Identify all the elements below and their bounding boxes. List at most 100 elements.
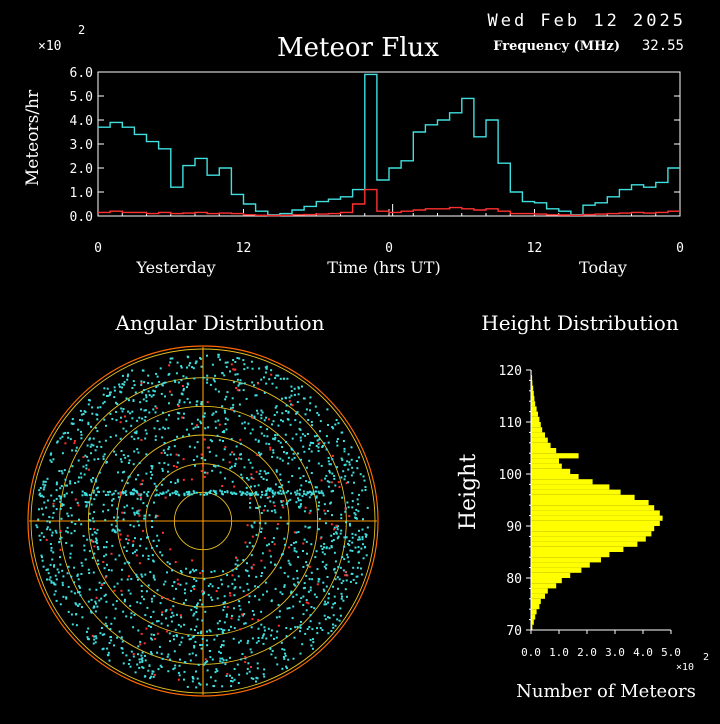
meteor-point (230, 617, 233, 620)
meteor-point (156, 420, 159, 422)
meteor-point (73, 592, 76, 595)
meteor-point (261, 572, 263, 574)
meteor-point (165, 491, 168, 494)
meteor-point (316, 412, 319, 414)
meteor-point (210, 596, 213, 599)
meteor-point (76, 573, 79, 576)
meteor-point (247, 639, 250, 642)
meteor-point (91, 634, 94, 637)
meteor-point (88, 588, 91, 591)
meteor-point (178, 399, 181, 402)
meteor-point (122, 383, 125, 386)
meteor-point (238, 389, 241, 392)
meteor-point (285, 627, 288, 629)
meteor-point (316, 568, 319, 571)
meteor-point (292, 452, 295, 455)
meteor-point (173, 667, 176, 670)
meteor-point (77, 504, 80, 507)
meteor-point (119, 491, 122, 494)
meteor-point (154, 411, 157, 414)
meteor-point (336, 440, 338, 443)
meteor-point (307, 590, 310, 593)
meteor-point (269, 647, 272, 650)
meteor-point (279, 489, 282, 492)
meteor-point (233, 410, 236, 413)
meteor-point (64, 478, 67, 481)
meteor-point (318, 501, 320, 504)
meteor-point (293, 387, 296, 390)
meteor-point (118, 383, 121, 386)
meteor-point (195, 611, 198, 613)
meteor-point (231, 680, 234, 683)
meteor-point (59, 603, 62, 606)
meteor-point (259, 469, 262, 472)
meteor-point (224, 398, 227, 401)
meteor-point (169, 361, 172, 364)
meteor-point (287, 490, 289, 493)
meteor-point (117, 492, 120, 495)
meteor-point (260, 496, 262, 499)
meteor-point (251, 428, 254, 431)
meteor-point (209, 656, 212, 659)
meteor-point (343, 545, 346, 548)
meteor-point (231, 493, 234, 495)
meteor-point (324, 618, 327, 621)
meteor-point (315, 486, 318, 489)
meteor-point (116, 516, 119, 519)
meteor-point (61, 503, 64, 506)
flux-x-tick-label: 0 (94, 241, 102, 256)
meteor-point (120, 636, 123, 639)
meteor-point (110, 622, 113, 625)
meteor-point (334, 578, 337, 581)
meteor-point (282, 492, 285, 495)
meteor-point (96, 486, 99, 489)
meteor-point (308, 578, 311, 581)
meteor-point (268, 543, 270, 546)
meteor-point (162, 492, 165, 495)
meteor-point (59, 437, 62, 440)
meteor-point (137, 629, 140, 632)
meteor-point (134, 391, 137, 394)
meteor-point (350, 572, 353, 575)
meteor-point (321, 446, 324, 448)
meteor-point (153, 427, 156, 430)
meteor-point (310, 492, 313, 495)
meteor-point (74, 482, 77, 484)
meteor-point (302, 475, 305, 478)
meteor-point (327, 597, 330, 600)
meteor-point (338, 578, 341, 581)
height-bar (531, 552, 610, 558)
meteor-point (206, 378, 209, 381)
meteor-point (156, 534, 159, 537)
meteor-point (144, 614, 147, 617)
meteor-point (102, 402, 105, 405)
meteor-point (154, 438, 157, 441)
frequency-label: Frequency (MHz) (493, 39, 620, 54)
meteor-point (105, 541, 108, 543)
meteor-point (298, 493, 301, 496)
meteor-point (180, 365, 183, 368)
meteor-point (268, 489, 271, 492)
height-bar (531, 614, 536, 620)
meteor-point (275, 636, 278, 639)
meteor-point (152, 394, 155, 397)
meteor-point (116, 582, 119, 585)
meteor-point (100, 597, 103, 600)
meteor-point (87, 638, 90, 641)
meteor-point (193, 588, 195, 590)
meteor-point (238, 604, 241, 607)
meteor-point (97, 458, 100, 460)
meteor-point (194, 629, 196, 631)
meteor-point (136, 510, 139, 513)
meteor-point (332, 427, 335, 430)
meteor-point (256, 662, 259, 665)
meteor-point (155, 545, 158, 548)
meteor-point (188, 445, 191, 448)
meteor-point (40, 507, 43, 510)
meteor-point (49, 563, 52, 566)
meteor-point (77, 578, 80, 581)
meteor-point (42, 495, 45, 498)
meteor-point (67, 431, 69, 434)
meteor-point (304, 506, 307, 509)
meteor-point (55, 578, 58, 581)
